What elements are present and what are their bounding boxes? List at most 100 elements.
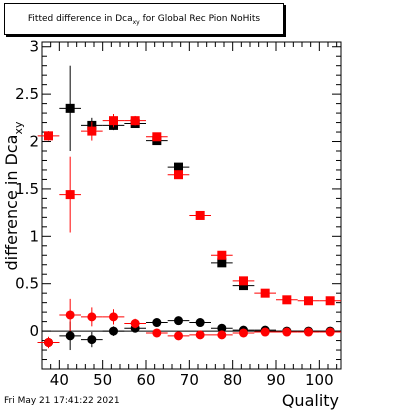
x-tick-label: 80 xyxy=(223,371,242,389)
square-marker xyxy=(174,162,183,172)
data-point xyxy=(146,328,168,338)
data-point xyxy=(146,132,168,142)
data-point xyxy=(211,258,233,268)
data-point xyxy=(102,309,125,325)
square-marker xyxy=(130,116,140,126)
y-tick-label: 0.5 xyxy=(15,275,39,293)
circle-marker xyxy=(65,331,75,341)
square-marker xyxy=(65,190,75,200)
chart-title-main: Fitted difference in Dca xyxy=(27,14,133,24)
data-point xyxy=(37,131,60,141)
data-point xyxy=(124,115,146,126)
data-point xyxy=(124,318,146,329)
data-point xyxy=(167,331,190,341)
y-axis-title: difference in Dcaxy xyxy=(2,121,25,271)
y-tick-label: 2.5 xyxy=(15,85,39,103)
square-marker xyxy=(44,131,53,141)
y-axis-title-main: difference in Dca xyxy=(2,135,21,271)
y-tick-label: 1.5 xyxy=(15,180,39,198)
data-point xyxy=(319,327,341,337)
y-tick-label: 1 xyxy=(29,227,39,245)
data-point xyxy=(297,327,320,337)
square-marker xyxy=(282,295,292,305)
data-point xyxy=(232,276,255,286)
data-marks xyxy=(37,65,341,351)
x-tick-label: 100 xyxy=(305,371,334,389)
data-point xyxy=(167,162,190,172)
square-marker xyxy=(87,126,97,136)
timestamp-footer: Fri May 21 17:41:22 2021 xyxy=(4,396,120,406)
circle-marker xyxy=(260,327,270,337)
y-axis-title-sub: xy xyxy=(12,121,25,135)
data-point xyxy=(102,114,125,128)
data-point xyxy=(189,330,211,340)
circle-marker xyxy=(239,328,248,338)
circle-marker xyxy=(174,331,183,341)
circle-marker xyxy=(130,319,140,329)
circle-marker xyxy=(65,310,75,320)
data-point xyxy=(167,316,190,326)
y-tick-label: 0 xyxy=(29,322,39,340)
circle-marker xyxy=(282,327,292,337)
circle-marker xyxy=(152,318,162,328)
plot-frame xyxy=(41,41,342,370)
data-point xyxy=(59,65,81,151)
data-point xyxy=(232,328,255,338)
data-point xyxy=(211,250,233,260)
square-marker xyxy=(260,288,270,298)
data-point xyxy=(37,336,60,349)
square-marker xyxy=(174,170,183,180)
chart-title-sub: xy xyxy=(132,18,140,26)
title-box: Fitted difference in Dcaxy for Global Re… xyxy=(4,3,284,35)
data-point xyxy=(81,332,103,348)
x-tick-label: 40 xyxy=(50,371,69,389)
x-tick-label: 50 xyxy=(93,371,112,389)
data-point xyxy=(59,156,81,233)
circle-marker xyxy=(325,327,335,337)
data-point xyxy=(319,296,341,306)
circle-marker xyxy=(195,330,205,340)
x-tick-label: 70 xyxy=(180,371,199,389)
circle-marker xyxy=(152,328,162,338)
circle-marker xyxy=(109,312,118,322)
circle-marker xyxy=(217,330,227,340)
circle-marker xyxy=(195,318,205,328)
data-point xyxy=(81,121,103,141)
chart-title: Fitted difference in Dcaxy for Global Re… xyxy=(5,4,283,38)
square-marker xyxy=(325,296,335,306)
x-axis-title: Quality xyxy=(282,391,339,410)
x-tick-label: 90 xyxy=(266,371,285,389)
circle-marker xyxy=(304,327,313,337)
x-tick-label: 60 xyxy=(136,371,155,389)
data-point xyxy=(146,318,168,328)
square-marker xyxy=(217,258,227,268)
data-point xyxy=(211,330,233,340)
data-point xyxy=(276,295,298,305)
circle-marker xyxy=(44,337,53,347)
chart-title-rest: for Global Rec Pion NoHits xyxy=(139,14,261,24)
data-point xyxy=(167,170,190,180)
data-point xyxy=(211,323,233,333)
circle-marker xyxy=(87,312,97,322)
data-point xyxy=(189,210,211,220)
data-point xyxy=(102,326,125,336)
square-marker xyxy=(239,276,248,286)
circle-marker xyxy=(217,323,227,333)
data-point xyxy=(254,288,276,298)
square-marker xyxy=(195,210,205,220)
circle-marker xyxy=(174,316,183,326)
circle-marker xyxy=(109,326,118,336)
circle-marker xyxy=(87,335,97,345)
data-point xyxy=(81,307,103,327)
square-marker xyxy=(109,116,118,126)
data-point xyxy=(297,296,320,306)
square-marker xyxy=(152,132,162,142)
y-tick-label: 2 xyxy=(29,133,39,151)
axis-ticks: 40 50 60 70 80 90 100 0 0.5 1 1.5 2 2.5 3 xyxy=(15,38,341,389)
y-tick-label: 3 xyxy=(29,38,39,56)
data-point xyxy=(189,318,211,328)
square-marker xyxy=(304,296,313,306)
square-marker xyxy=(217,250,227,260)
data-point xyxy=(276,327,298,337)
